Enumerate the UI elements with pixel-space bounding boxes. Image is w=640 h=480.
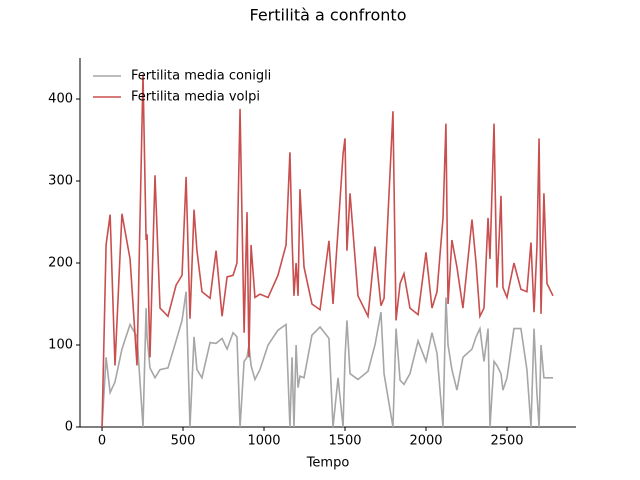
y-tick-label: 100 <box>48 338 73 353</box>
data-line <box>101 291 553 428</box>
chart-title: Fertilità a confronto <box>250 6 407 25</box>
x-tick-label: 1500 <box>328 434 361 449</box>
x-tick-label: 2000 <box>409 434 442 449</box>
x-axis-label: Tempo <box>306 456 350 471</box>
y-tick-label: 300 <box>48 174 73 189</box>
x-tick-label: 0 <box>98 434 106 449</box>
y-tick-label: 0 <box>65 420 73 435</box>
y-tick-label: 200 <box>48 256 73 271</box>
x-tick-label: 500 <box>171 434 196 449</box>
x-tick-label: 2500 <box>490 434 523 449</box>
data-line <box>101 74 554 428</box>
x-tick-label: 1000 <box>247 434 280 449</box>
legend-label: Fertilita media volpi <box>131 90 260 105</box>
y-tick-label: 400 <box>48 92 73 107</box>
legend-label: Fertilita media conigli <box>131 69 271 84</box>
